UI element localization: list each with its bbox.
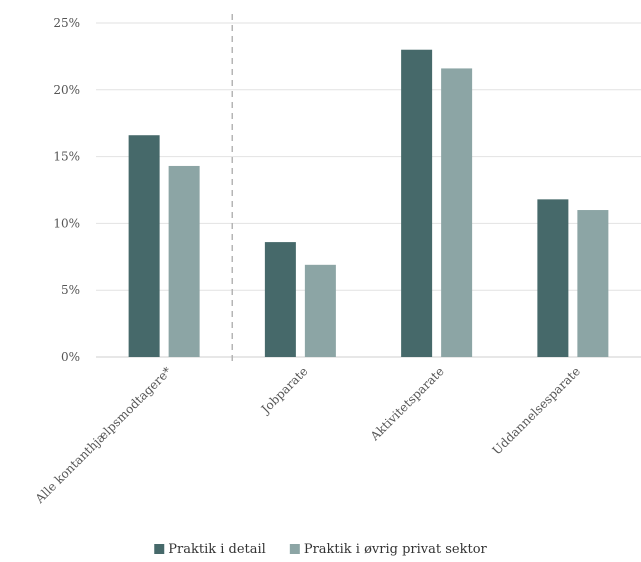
legend-swatch [154, 544, 165, 554]
x-tick-label: Aktivitetsparate [367, 364, 447, 444]
y-tick-label: 10% [53, 216, 80, 230]
y-tick-label: 0% [61, 350, 80, 364]
bar [401, 49, 433, 357]
legend-label: Praktik i detail [168, 542, 266, 557]
bar [168, 165, 200, 357]
x-tick-label: Uddannelsesparate [490, 364, 583, 457]
legend-label: Praktik i øvrig privat sektor [304, 542, 488, 557]
bar [128, 135, 160, 357]
y-tick-label: 5% [61, 283, 80, 297]
y-tick-label: 20% [53, 83, 80, 97]
bar [577, 210, 609, 357]
legend: Praktik i detail Praktik i øvrig privat s… [154, 542, 488, 557]
bar [304, 264, 336, 357]
bar [441, 68, 473, 357]
y-tick-label: 15% [53, 150, 80, 164]
x-tick-label: Alle kontanthjælpsmodtagere* [32, 364, 174, 506]
x-tick-label: Jobparate [257, 364, 310, 417]
legend-swatch [289, 544, 300, 554]
bar [264, 242, 296, 357]
bars [128, 49, 609, 357]
y-axis-ticks: 0% 5% 10% 15% 20% 25% [53, 16, 80, 364]
y-tick-label: 25% [53, 16, 80, 30]
x-axis-labels: Alle kontanthjælpsmodtagere* Jobparate Akt… [32, 364, 583, 506]
bar [537, 199, 569, 357]
